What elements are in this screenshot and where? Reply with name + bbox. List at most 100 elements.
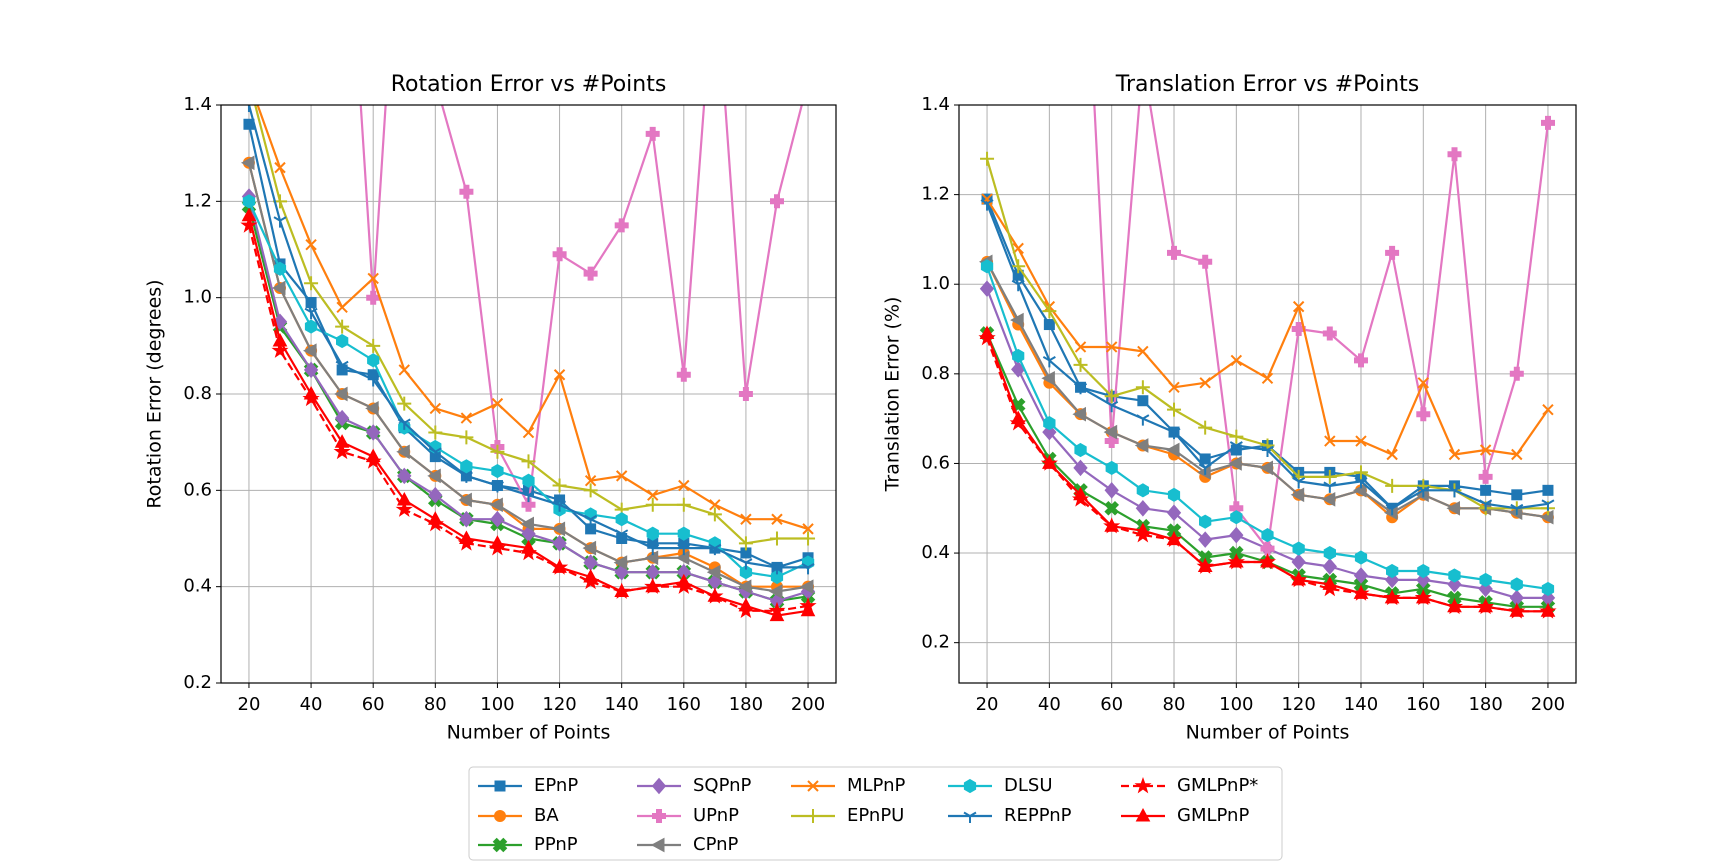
marker: [802, 74, 815, 87]
marker: [1448, 568, 1461, 583]
chart-title: Translation Error vs #Points: [1115, 72, 1419, 97]
marker: [1103, 424, 1118, 440]
marker: [1104, 434, 1119, 448]
marker: [584, 474, 597, 487]
y-tick-label: 1.2: [183, 190, 212, 211]
y-tick-label: 0.8: [183, 383, 212, 404]
marker: [585, 523, 597, 535]
marker: [1010, 410, 1026, 425]
marker: [395, 500, 413, 517]
marker: [459, 510, 474, 528]
legend-label: GMLPnP: [1177, 805, 1249, 826]
axes-frame: [958, 104, 1577, 684]
marker: [1416, 485, 1430, 498]
marker: [645, 126, 660, 141]
marker: [489, 497, 503, 513]
marker: [675, 550, 690, 566]
marker: [552, 247, 567, 262]
marker: [336, 333, 349, 349]
marker: [583, 568, 598, 583]
marker: [1198, 254, 1213, 269]
x-axis-label: Number of Points: [447, 722, 611, 744]
legend-marker: [494, 780, 506, 792]
marker: [1104, 389, 1119, 404]
marker: [582, 540, 597, 556]
marker: [335, 360, 349, 373]
marker: [739, 558, 753, 570]
marker: [647, 537, 659, 549]
marker: [1230, 354, 1243, 367]
marker: [1199, 514, 1212, 529]
marker: [491, 397, 504, 410]
marker: [676, 367, 691, 382]
marker: [396, 491, 412, 506]
marker: [801, 563, 815, 575]
marker: [707, 588, 723, 602]
marker: [553, 369, 566, 381]
marker: [1417, 563, 1430, 579]
marker: [554, 494, 566, 506]
marker: [429, 402, 442, 415]
marker: [1042, 423, 1057, 441]
legend-frame: [468, 766, 1283, 861]
marker: [367, 369, 379, 381]
marker: [244, 76, 254, 86]
marker: [980, 151, 995, 166]
marker: [1104, 500, 1120, 516]
marker: [1511, 448, 1523, 461]
marker: [1354, 477, 1368, 489]
marker: [1447, 598, 1462, 613]
marker: [397, 396, 412, 411]
marker: [614, 218, 629, 233]
marker: [1042, 304, 1057, 319]
marker: [366, 424, 381, 441]
legend-label: CPnP: [693, 834, 739, 855]
marker: [1260, 445, 1275, 458]
marker: [1479, 444, 1492, 456]
y-tick-label: 0.2: [183, 672, 212, 693]
marker: [677, 543, 691, 556]
marker: [1292, 541, 1305, 556]
marker: [1042, 455, 1057, 469]
marker: [1135, 500, 1151, 517]
marker: [1105, 341, 1118, 353]
y-tick-label: 0.4: [183, 576, 212, 597]
marker: [1072, 406, 1086, 422]
x-tick-label: 100: [1219, 694, 1253, 715]
marker: [1385, 478, 1400, 493]
marker: [1042, 356, 1056, 368]
x-tick-label: 100: [480, 694, 514, 715]
marker: [1446, 500, 1460, 516]
marker: [1011, 279, 1025, 292]
x-tick-label: 60: [1100, 694, 1123, 715]
marker: [1228, 553, 1244, 568]
marker: [738, 536, 753, 551]
marker: [397, 467, 412, 485]
marker: [740, 547, 752, 559]
marker: [769, 531, 784, 546]
y-axis-label: Translation Error (%): [882, 297, 904, 493]
marker: [1509, 366, 1524, 381]
y-tick-label: 1.4: [921, 94, 950, 115]
legend-marker: [650, 837, 665, 853]
legend-label: GMLPnP*: [1177, 775, 1258, 796]
y-tick-label: 1.0: [183, 287, 212, 308]
marker: [1104, 482, 1119, 499]
marker: [366, 290, 381, 305]
marker: [1199, 377, 1211, 389]
x-tick-label: 80: [424, 694, 447, 715]
marker: [1197, 558, 1213, 572]
y-tick-label: 1.2: [921, 184, 950, 205]
marker: [366, 375, 380, 387]
marker: [334, 434, 350, 448]
marker: [1321, 491, 1336, 507]
legend-marker: [807, 780, 819, 792]
marker: [583, 483, 598, 498]
marker: [242, 74, 256, 88]
marker: [1137, 395, 1149, 407]
marker: [709, 499, 721, 511]
marker: [490, 535, 505, 549]
marker: [1324, 435, 1336, 447]
marker: [428, 447, 442, 459]
marker: [1167, 245, 1181, 260]
